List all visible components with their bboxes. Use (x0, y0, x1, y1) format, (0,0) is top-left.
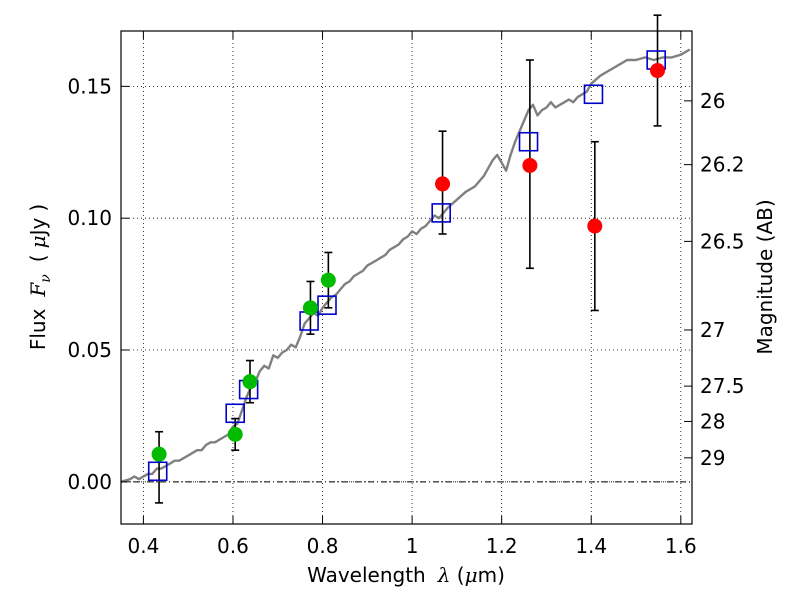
model-sed-layer (120, 48, 691, 483)
model-photometry-square (518, 131, 539, 152)
observed-flux-point (435, 176, 451, 192)
observed-flux-point (242, 374, 258, 390)
x-tick-label: 1 (406, 534, 419, 558)
x-tick-label: 1.2 (486, 534, 518, 558)
y-tick-label: 0.15 (67, 74, 112, 98)
mag-tick-label: 27 (700, 318, 725, 342)
plot-frame (120, 30, 693, 525)
mag-tick-label: 29 (700, 446, 725, 470)
x-axis-label: Wavelength λ (μm) (307, 563, 505, 587)
observed-flux-point (151, 446, 167, 462)
model-photometry-square (583, 84, 604, 105)
grid (121, 31, 692, 524)
x-tick-label: 0.8 (307, 534, 339, 558)
observed-flux-point (650, 63, 666, 79)
mag-tick-label: 28 (700, 409, 725, 433)
observed-points-layer (151, 63, 666, 462)
observed-flux-point (320, 272, 336, 288)
y-tick-label: 0.05 (67, 338, 112, 362)
model-photometry-square (147, 461, 168, 482)
observed-flux-point (587, 218, 603, 234)
y2-axis-label: Magnitude (AB) (753, 199, 777, 354)
mag-tick-label: 26 (700, 89, 725, 113)
mag-tick-label: 26.5 (700, 229, 745, 253)
model-photometry-square (431, 203, 452, 223)
observed-flux-point (522, 157, 538, 173)
model-photometry-square (317, 295, 337, 315)
y-tick-label: 0.00 (67, 470, 112, 494)
observed-flux-point (302, 300, 318, 316)
x-tick-label: 0.4 (127, 534, 159, 558)
axis-ticks: 0.4 0.6 0.8 1 1.2 1.4 1.6 0.00 0.05 0.10 0.15 26 26.… (67, 31, 745, 558)
mag-tick-label: 27.5 (700, 374, 745, 398)
model-photometry-layer (147, 50, 666, 482)
model-photometry-square (225, 403, 245, 424)
mag-tick-label: 26.2 (700, 153, 745, 177)
x-tick-label: 1.4 (575, 534, 607, 558)
model-sed-line (120, 48, 691, 483)
y-axis-label: FluxFν(μJy) (26, 204, 54, 350)
x-tick-label: 0.6 (217, 534, 249, 558)
x-tick-label: 1.6 (665, 534, 697, 558)
y-tick-label: 0.10 (67, 206, 112, 230)
observed-flux-point (227, 426, 243, 442)
